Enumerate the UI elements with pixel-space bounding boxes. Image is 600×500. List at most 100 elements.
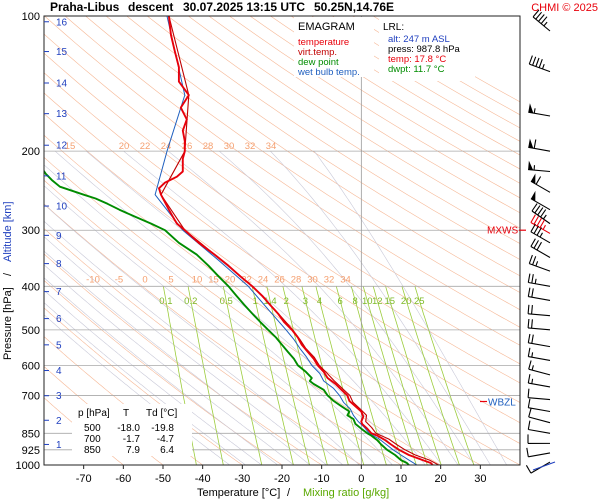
mixing-ratio-label: 1.4: [263, 296, 276, 307]
table-cell-td: -19.8: [151, 423, 174, 434]
mixing-ratio-labels: 0.1 0.2 0.5 1 1.4 2 3 4 6 8 10 12 15 20 25: [159, 296, 424, 307]
mixing-ratio-line: [350, 286, 404, 465]
wind-barb: [530, 238, 551, 258]
dry-adiabat-line: [85, 16, 520, 311]
dry-adiabat-line: [208, 16, 520, 214]
wind-barbs: [525, 9, 556, 474]
table-cell-t: -18.0: [117, 423, 140, 434]
wind-barb: [532, 9, 551, 32]
x-tick-label: -50: [155, 473, 171, 485]
dry-adiabat-label: 24: [258, 274, 269, 285]
pressure-tick-label: 300: [22, 225, 40, 237]
x-tick-label: 20: [435, 473, 447, 485]
mixing-ratio-label: 0.1: [159, 296, 172, 307]
legend-item-temperature: temperature: [298, 37, 349, 48]
wind-barb: [528, 138, 551, 152]
altitude-tick-label: 4: [56, 366, 62, 377]
x-tick-label: -60: [115, 473, 131, 485]
header-datetime: 30.07.2025 13:15 UTC: [183, 0, 305, 14]
dry-adiabat-line: [167, 16, 520, 244]
mixing-ratio-line: [222, 286, 263, 465]
x-axis-title-temp: Temperature [°C]: [197, 487, 280, 499]
dry-adiabat-label: 28: [203, 141, 214, 152]
legend-item-dew-point: dew point: [298, 57, 339, 68]
moist-adiabat-line: [219, 150, 475, 465]
altitude-tick-label: 1: [56, 440, 62, 451]
mixing-ratio-label: 8: [353, 296, 358, 307]
altitude-tick-label: 14: [56, 78, 68, 89]
wind-barb: [527, 333, 551, 348]
legend: EMAGRAM temperature virt.temp. dew point…: [294, 17, 374, 78]
dry-adiabat-label: 15: [208, 274, 219, 285]
altitude-tick-label: 11: [56, 171, 67, 182]
dry-adiabat-line: [44, 33, 520, 365]
wind-barb: [527, 273, 551, 287]
dry-adiabat-label: 10: [192, 274, 203, 285]
moist-adiabat-line: [270, 150, 491, 465]
altitude-tick-label: 13: [56, 109, 68, 120]
wind-barb: [528, 408, 551, 424]
dry-adiabat-label: 26: [274, 274, 285, 285]
wind-barb: [530, 190, 551, 211]
dry-adiabat-label: 22: [241, 274, 252, 285]
wind-barb: [528, 103, 551, 117]
mixing-ratio-line: [372, 286, 428, 465]
table-row: 850 7.9 6.4: [84, 445, 174, 456]
wbzl-label: WBZL: [488, 398, 516, 409]
x-tick-label: 10: [395, 473, 407, 485]
lrl-temp: temp: 17.8 °C: [388, 54, 446, 65]
dry-adiabat-label: 30: [224, 141, 235, 152]
table-cell-p: 500: [84, 423, 101, 434]
header-mode: descent: [128, 0, 173, 14]
x-tick-labels: -70 -60 -50 -40 -30 -20 -10 0 10 20 30: [76, 465, 486, 485]
moist-adiabat-line: [168, 150, 459, 465]
dry-adiabat-line: [64, 16, 520, 328]
wind-barb: [527, 434, 551, 444]
wind-barb: [530, 223, 551, 244]
dry-adiabat-label: 20: [225, 274, 236, 285]
moist-adiabat-line: [44, 289, 263, 465]
dry-adiabat-line: [187, 16, 520, 229]
wind-barb: [527, 318, 551, 331]
mixing-ratio-label: 0.2: [184, 296, 197, 307]
legend-item-wet-bulb: wet bulb temp.: [297, 67, 360, 78]
table-cell-p: 850: [84, 445, 101, 456]
y-axis-title-altitude: Altitude [km]: [2, 201, 14, 262]
dry-adiabat-line: [44, 16, 520, 346]
wind-barb: [527, 398, 551, 413]
dry-adiabat-line: [105, 16, 520, 293]
moist-adiabat-line: [44, 264, 295, 465]
altitude-tick-label: 12: [56, 141, 68, 152]
dry-adiabat-label: -10: [86, 274, 100, 285]
dry-adiabat-line: [126, 16, 520, 277]
altitude-tick-label: 8: [56, 259, 62, 270]
altitude-tick-label: 10: [56, 202, 68, 213]
mixing-ratio-lines: [163, 286, 475, 465]
pressure-tick-label: 925: [22, 445, 40, 457]
mixing-ratio-label: 20: [401, 296, 412, 307]
x-tick-label: 30: [474, 473, 486, 485]
wind-barb: [528, 160, 551, 173]
moist-adiabat-line: [44, 302, 247, 465]
lrl-alt: alt: 247 m ASL: [388, 34, 450, 45]
lrl-press: press: 987.8 hPa: [388, 44, 461, 55]
dry-adiabat-label: 15: [65, 141, 76, 152]
moist-adiabat-line: [313, 151, 507, 465]
lrl-dwpt: dwpt: 11.7 °C: [388, 64, 445, 75]
dry-adiabat-label: 34: [266, 141, 277, 152]
moist-adiabat-line: [44, 203, 360, 465]
mxws-label: MXWS: [487, 226, 518, 237]
mixing-ratio-line: [315, 286, 365, 465]
moist-adiabat-line: [44, 185, 377, 465]
dry-adiabat-label: 26: [182, 141, 193, 152]
mixing-ratio-label: 0.5: [220, 296, 233, 307]
pressure-tick-label: 500: [22, 325, 40, 337]
pressure-tick-label: 100: [22, 11, 40, 23]
table-cell-t: 7.9: [126, 445, 140, 456]
grid: [44, 16, 520, 465]
moist-adiabat-line: [44, 220, 344, 465]
altitude-tick-label: 2: [56, 416, 62, 427]
altitude-tick-label: 16: [56, 17, 68, 28]
x-tick-label: -10: [314, 473, 330, 485]
dry-adiabat-label: 34: [340, 274, 351, 285]
